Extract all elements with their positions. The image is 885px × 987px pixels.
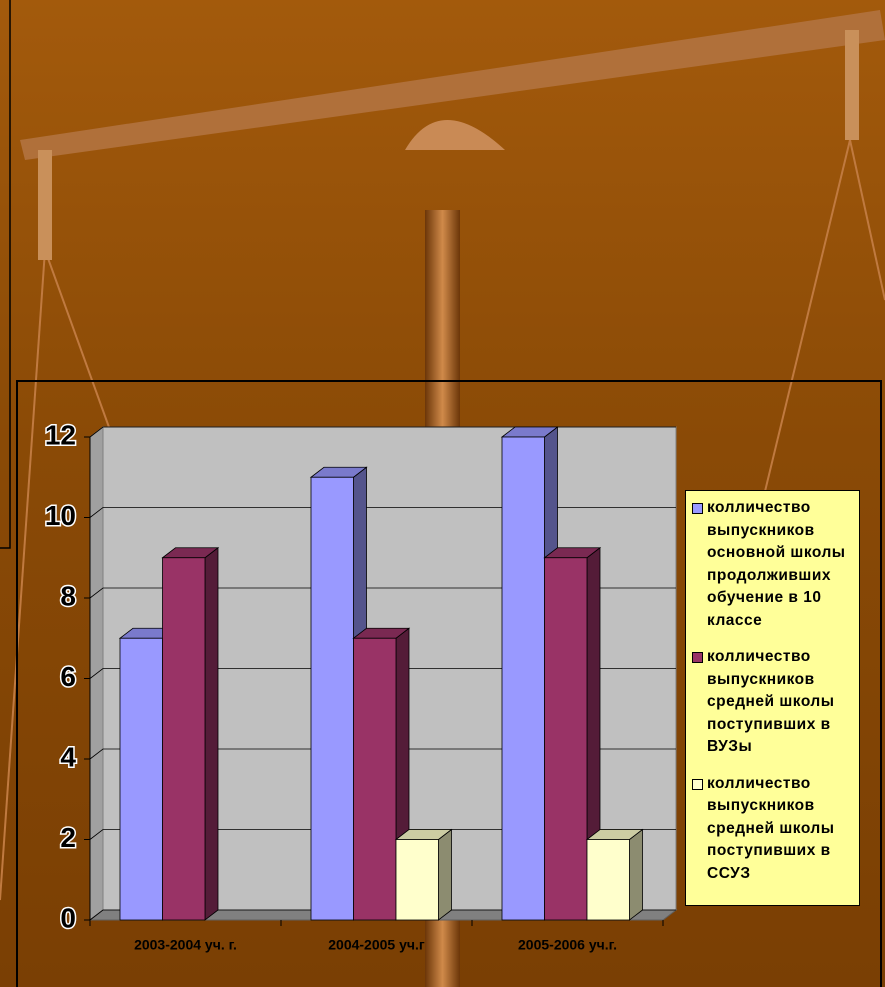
grid-line (89, 909, 676, 921)
scale-hook (845, 30, 859, 140)
chart-frame (16, 380, 882, 987)
y-tick-label: 8 (60, 580, 76, 611)
y-tick-label: 6 (60, 661, 76, 692)
bar (353, 637, 397, 921)
legend: колличество выпускников основной школы п… (685, 490, 860, 906)
frame (0, 0, 11, 549)
scale-string (849, 139, 885, 301)
legend-swatch (692, 503, 703, 514)
legend-swatch (692, 652, 703, 663)
y-tick-label: 0 (60, 902, 76, 933)
grid-line (89, 668, 676, 679)
bar (162, 557, 206, 921)
bar-side (629, 828, 643, 921)
bar (501, 436, 545, 921)
bar (395, 839, 439, 921)
grid-line (89, 829, 676, 840)
scale-string (44, 249, 111, 431)
legend-swatch (692, 778, 703, 790)
y-tick-label: 4 (60, 741, 76, 772)
grid-line (89, 748, 676, 760)
y-tick-label: 12 (45, 419, 76, 450)
bar (119, 637, 163, 921)
scale-string (0, 249, 46, 901)
legend-item: колличество выпускников основной школы п… (692, 497, 855, 632)
x-tick-label: 2004-2005 уч.г (328, 937, 425, 953)
grid-line (89, 587, 676, 599)
y-tick-label: 2 (60, 822, 76, 853)
grid-line (89, 507, 676, 518)
bar (586, 839, 630, 921)
bar-side (204, 546, 219, 921)
legend-item: колличество выпускников средней школы по… (692, 773, 855, 886)
legend-label: колличество выпускников средней школы по… (707, 648, 835, 755)
grid-line (89, 426, 676, 438)
y-tick-label: 10 (45, 500, 76, 531)
bar-side (438, 828, 452, 921)
bar (544, 557, 588, 921)
scale-top (405, 120, 505, 150)
bar (310, 476, 354, 921)
scale-beam (20, 10, 885, 160)
x-tick-label: 2005-2006 уч.г. (518, 937, 617, 953)
x-tick-label: 2003-2004 уч. г. (134, 937, 237, 953)
legend-label: колличество выпускников средней школы по… (707, 774, 835, 882)
legend-label: колличество выпускников основной школы п… (707, 499, 846, 629)
scale-hook (38, 150, 52, 260)
legend-item: колличество выпускников средней школы по… (692, 646, 855, 759)
